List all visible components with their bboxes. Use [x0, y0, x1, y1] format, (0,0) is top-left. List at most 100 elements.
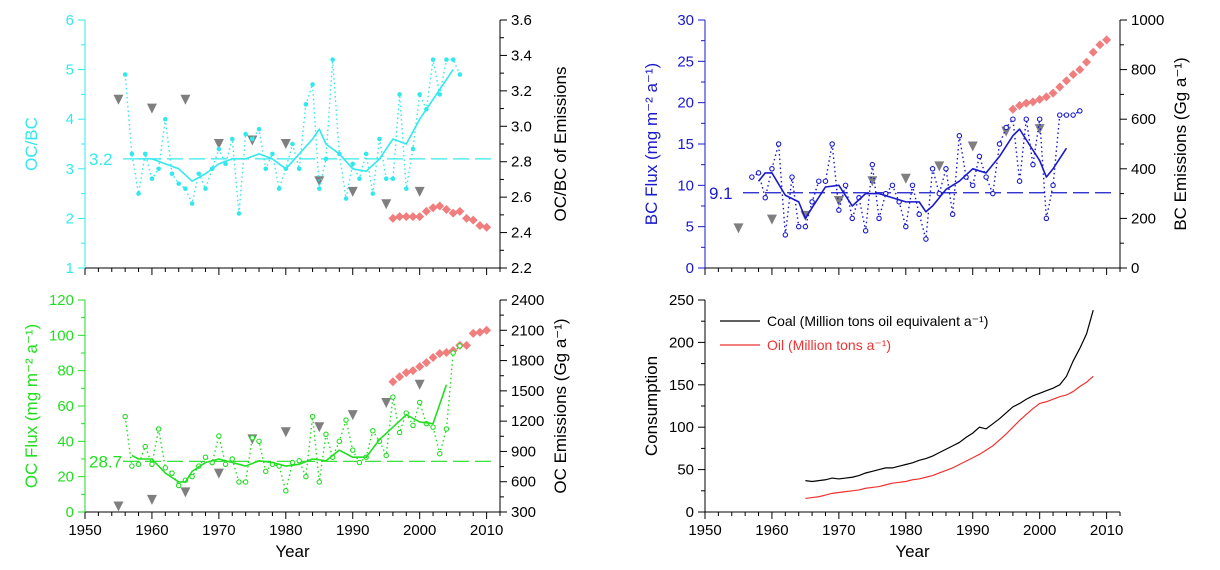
annual-point [349, 447, 356, 453]
right-y-axis-title: OC Emissions (Gg a⁻¹) [551, 318, 570, 493]
emission-diamond [408, 366, 418, 376]
panel-ocbc: 1 2 3 4 5 6 OC/BC 2.2 2.4 2.6 2.8 3.0 3.2 3.4 3.6 OC/BC… [22, 12, 570, 277]
annual-point [176, 181, 182, 186]
annual-point [155, 426, 162, 432]
left-y-tick-label: 1 [66, 260, 74, 277]
right-y-tick-label: 1000 [1131, 12, 1164, 29]
right-y-tick-label: 300 [511, 504, 536, 521]
annual-point [262, 468, 269, 475]
inventory-triangle [381, 397, 392, 408]
right-y-tick-label: 1500 [511, 383, 544, 400]
annual-point [136, 191, 141, 196]
x-tick-label: 1950 [68, 522, 101, 539]
annual-point [309, 413, 316, 420]
right-y-tick-label: 2.4 [511, 225, 532, 242]
annual-point [876, 215, 882, 222]
annual-point [363, 151, 369, 157]
annual-point [330, 57, 335, 62]
emission-diamond [1102, 35, 1112, 45]
annual-point [956, 132, 963, 139]
right-y-tick-label: 2.6 [511, 189, 532, 206]
annual-point [403, 186, 409, 191]
annual-point [869, 161, 876, 168]
x-tick-label: 1980 [889, 522, 922, 539]
annual-point [1063, 112, 1070, 118]
annual-point [122, 413, 128, 420]
series-line [805, 310, 1094, 483]
right-y-tick-label: 2400 [511, 292, 544, 309]
annual-point [849, 215, 856, 222]
annual-point [444, 57, 449, 62]
annual-point [303, 473, 309, 480]
mean-line-label: 3.2 [89, 150, 113, 169]
right-y-tick-label: 3.2 [511, 83, 532, 100]
left-y-tick-label: 100 [49, 327, 74, 344]
inventory-triangle [867, 176, 878, 187]
x-tick-label: 2000 [403, 522, 436, 539]
annual-point [270, 151, 275, 157]
emission-diamond [468, 215, 478, 225]
emission-diamond [1041, 92, 1051, 102]
annual-point [396, 429, 403, 436]
x-axis-title: Year [895, 542, 930, 561]
left-y-tick-label: 0 [686, 260, 694, 277]
inventory-triangle [967, 141, 978, 152]
x-tick-label: 2010 [470, 522, 503, 539]
annual-point [249, 435, 256, 441]
annual-point [976, 153, 983, 160]
smoothed-line [131, 384, 448, 483]
annual-point [276, 186, 282, 191]
annual-point [129, 151, 135, 157]
annual-point [862, 228, 869, 234]
left-y-tick-label: 30 [677, 12, 694, 29]
left-y-tick-label: 120 [49, 292, 74, 309]
x-tick-label: 1980 [269, 522, 302, 539]
annual-point [383, 452, 389, 459]
x-tick-label: 1960 [755, 522, 788, 539]
annual-point [903, 223, 909, 230]
left-y-tick-label: 0 [686, 504, 694, 521]
inventory-triangle [414, 186, 425, 197]
annual-point [443, 426, 450, 432]
inventory-triangle [1001, 126, 1012, 137]
annual-point [755, 170, 762, 176]
emission-diamond [1008, 104, 1018, 114]
emission-diamond [395, 212, 405, 222]
emission-diamond [401, 212, 411, 222]
left-y-tick-label: 60 [57, 398, 74, 415]
right-y-tick-label: 900 [511, 443, 536, 460]
annual-point [1030, 161, 1036, 168]
annual-point [377, 136, 382, 142]
left-y-tick-label: 150 [669, 377, 694, 394]
emission-diamond [1055, 82, 1065, 92]
x-tick-label: 2010 [1090, 522, 1123, 539]
annual-point [457, 343, 463, 349]
annual-point [822, 178, 829, 184]
annual-point [336, 438, 343, 445]
annual-point [236, 479, 242, 485]
annual-point [263, 166, 269, 172]
right-y-tick-label: 2100 [511, 322, 544, 339]
annual-point [430, 424, 436, 430]
emission-diamond [1021, 98, 1031, 108]
annual-point [169, 470, 175, 476]
emission-diamond [401, 368, 411, 378]
left-y-axis-title: Consumption [642, 356, 661, 456]
annual-point [410, 146, 416, 152]
annual-point [203, 186, 208, 191]
annual-point [936, 190, 943, 197]
emission-diamond [441, 205, 451, 215]
inventory-triangle [213, 139, 224, 149]
emission-diamond [1088, 47, 1098, 57]
annual-point [457, 72, 463, 77]
annual-point [969, 182, 976, 189]
annual-point [929, 166, 936, 172]
left-y-tick-label: 80 [57, 363, 74, 380]
inventory-triangle [900, 173, 911, 184]
annual-point [842, 182, 849, 189]
left-y-tick-label: 0 [66, 504, 74, 521]
inventory-triangle [113, 94, 124, 105]
annual-point [283, 488, 289, 494]
right-y-tick-label: 600 [511, 474, 536, 491]
annual-point [256, 126, 262, 132]
